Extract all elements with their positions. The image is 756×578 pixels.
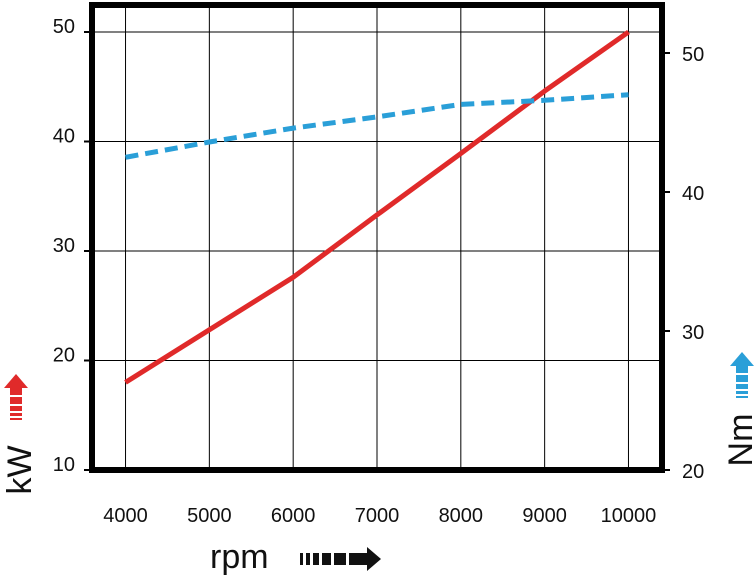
x-tick-label: 5000 — [187, 505, 232, 527]
arrow-dash — [313, 553, 319, 565]
nm-series-line — [125, 92, 629, 160]
arrow-dash — [736, 384, 748, 389]
x-tick-label: 6000 — [271, 505, 316, 527]
x-tick-label: 7000 — [355, 505, 400, 527]
right-tick-label: 40 — [682, 183, 704, 205]
arrow-dash — [334, 553, 346, 565]
series-layer — [124, 29, 630, 385]
x-tick-label: 8000 — [439, 505, 484, 527]
right-axis-title: Nm — [722, 414, 756, 467]
arrow-head — [367, 547, 381, 571]
arrow-dash — [736, 375, 748, 382]
rpm-right-arrow-icon — [300, 547, 381, 571]
x-tick-label: 10000 — [601, 505, 657, 527]
arrow-dash — [322, 553, 331, 565]
grid — [92, 5, 662, 471]
kw-up-arrow-icon — [4, 374, 28, 420]
right-tick-label: 20 — [682, 461, 704, 483]
arrow-head — [4, 374, 28, 388]
x-tick-label: 9000 — [522, 505, 567, 527]
arrow-layer — [4, 352, 754, 571]
arrow-head — [730, 352, 754, 366]
left-tick-label: 40 — [53, 126, 75, 148]
plot-frame — [89, 2, 665, 473]
arrow-dash — [10, 418, 22, 420]
arrow-shaft — [349, 553, 367, 565]
arrow-dash — [10, 413, 22, 416]
arrow-dash — [300, 553, 303, 565]
tick-layer: 4000 5000 6000 7000 8000 9000 10000 10 20 30 40 50 2… — [53, 16, 705, 527]
nm-up-arrow-icon — [730, 352, 754, 398]
arrow-dash — [10, 397, 22, 404]
arrow-shaft — [736, 366, 748, 373]
left-tick-label: 20 — [53, 345, 75, 367]
left-tick-label: 10 — [53, 454, 75, 476]
left-axis-title: kW — [1, 445, 39, 494]
right-tick-label: 30 — [682, 322, 704, 344]
arrow-dash — [306, 553, 310, 565]
kw-series-line — [124, 29, 630, 385]
x-tick-label: 4000 — [103, 505, 148, 527]
arrow-shaft — [10, 388, 22, 395]
left-tick-label: 50 — [53, 16, 75, 38]
arrow-dash — [736, 396, 748, 398]
left-tick-label: 30 — [53, 235, 75, 257]
x-axis-title: rpm — [210, 538, 269, 576]
arrow-dash — [10, 406, 22, 411]
arrow-dash — [736, 391, 748, 394]
right-tick-label: 50 — [682, 44, 704, 66]
